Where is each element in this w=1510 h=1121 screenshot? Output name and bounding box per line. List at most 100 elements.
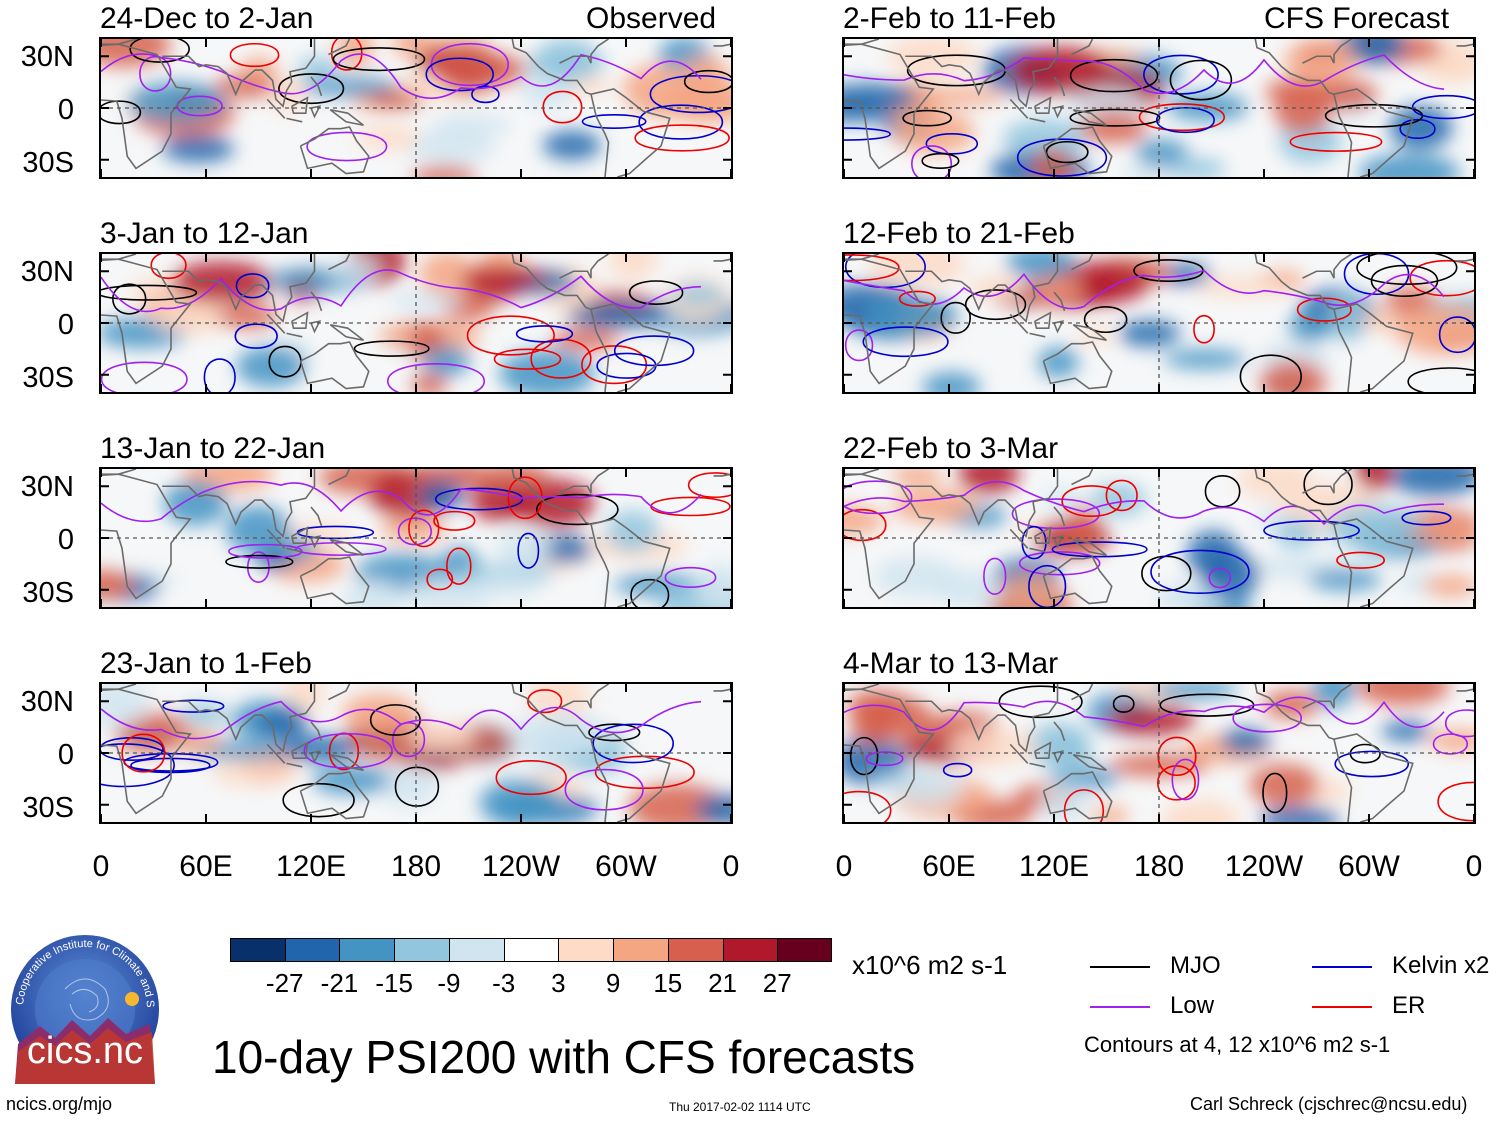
contour-line	[564, 768, 644, 811]
anomaly-blob	[608, 254, 658, 281]
coastline	[844, 254, 880, 260]
coastline	[329, 538, 364, 557]
coastline	[590, 88, 671, 177]
contour-line	[527, 689, 563, 714]
contour-line	[1444, 709, 1474, 738]
anomaly-blob	[1002, 118, 1088, 160]
footer-author: Carl Schreck (cjschrec@ncsu.edu)	[1190, 1094, 1468, 1114]
map-panel	[99, 467, 733, 609]
contour-line	[353, 340, 430, 357]
colorbar-level-label: 9	[605, 968, 621, 998]
coastline	[266, 313, 286, 334]
coastline	[1029, 547, 1046, 553]
coastline	[328, 39, 351, 56]
contour-line	[1289, 131, 1383, 152]
coastline	[559, 39, 609, 64]
y-tick-label: 30S	[22, 362, 74, 394]
anomaly-blob	[696, 563, 731, 607]
contour-line	[1155, 106, 1215, 134]
coastline	[1033, 741, 1052, 759]
anomaly-blob	[1355, 684, 1450, 706]
colorbar-level-label: -15	[375, 968, 413, 998]
coastline	[905, 39, 1059, 108]
coastline	[328, 684, 351, 701]
coastline	[1302, 39, 1352, 64]
contour-line	[434, 487, 524, 511]
panel-title: 3-Jan to 12-Jan	[100, 217, 309, 250]
anomaly-blob	[1170, 157, 1226, 177]
observed-header: Observed	[586, 2, 717, 35]
map-canvas	[844, 39, 1474, 177]
chart-title: 10-day PSI200 with CFS forecasts	[212, 1031, 916, 1083]
coastline	[162, 39, 316, 108]
contour-line	[844, 127, 891, 141]
anomaly-blob	[863, 295, 959, 336]
contour-line	[1193, 314, 1215, 344]
contour-line	[426, 568, 454, 591]
coastline	[310, 535, 322, 549]
contour-line	[330, 39, 363, 71]
contour-line	[1239, 354, 1302, 392]
anomaly-blob	[162, 134, 235, 163]
coastline	[1009, 313, 1029, 334]
coastline	[162, 469, 316, 538]
anomaly-blob	[411, 165, 478, 177]
coastline	[1072, 108, 1107, 127]
anomaly-blob	[474, 572, 542, 598]
anomaly-blob	[922, 372, 981, 392]
colorbar-level-label: 15	[653, 968, 683, 998]
contour-line	[101, 100, 142, 125]
coastline	[1053, 535, 1065, 549]
anomaly-blob	[212, 757, 299, 788]
contour-line	[1063, 789, 1105, 822]
anomaly-blob	[1428, 729, 1474, 752]
contour-line	[150, 254, 187, 279]
contour-line	[121, 733, 166, 773]
map-panel	[842, 682, 1476, 824]
contour-line	[515, 325, 574, 343]
footer-url: ncics.org/mjo	[6, 1094, 113, 1114]
y-tick-label: 0	[57, 739, 74, 771]
x-tick-label: 60E	[179, 850, 233, 883]
coastline	[1333, 524, 1353, 607]
anomaly-blob	[422, 345, 471, 377]
x-tick-label: 0	[1465, 850, 1483, 883]
anomaly-blob	[1275, 519, 1318, 550]
y-tick-label: 0	[57, 94, 74, 126]
contour-line	[1069, 108, 1161, 127]
contour-line	[844, 329, 874, 362]
anomaly-blob	[623, 64, 691, 115]
contour-line	[1401, 510, 1452, 526]
y-tick-label: 0	[57, 524, 74, 556]
coastline	[511, 684, 592, 740]
low-contour	[844, 480, 1445, 526]
coastline	[299, 341, 370, 390]
coastline	[1072, 323, 1107, 342]
x-tick-label: 60W	[595, 850, 657, 883]
coastline	[101, 39, 137, 45]
contour-line	[1171, 758, 1200, 801]
contour-line	[397, 517, 433, 546]
contour-line	[1169, 59, 1233, 101]
coastline	[290, 526, 309, 544]
contour-line	[1204, 475, 1241, 508]
coastline	[101, 43, 192, 170]
colorbar-cell	[503, 938, 559, 962]
anomaly-blob	[1105, 704, 1197, 736]
x-tick-label: 120W	[481, 850, 561, 883]
anomaly-blob	[406, 129, 496, 164]
panel-title: 23-Jan to 1-Feb	[100, 647, 312, 680]
contour-line	[493, 348, 562, 370]
coastline	[1053, 291, 1066, 312]
anomaly-blob	[891, 469, 943, 486]
anomaly-blob	[1288, 312, 1331, 344]
contour-line	[446, 547, 472, 585]
contour-line	[921, 152, 960, 169]
contour-line	[101, 361, 188, 392]
coastline	[1071, 39, 1094, 56]
colorbar-level-label: 27	[762, 968, 792, 998]
coastline	[1456, 473, 1474, 477]
legend-kelvin-line	[1312, 966, 1372, 968]
coastline	[310, 721, 323, 742]
coastline	[1254, 39, 1335, 95]
